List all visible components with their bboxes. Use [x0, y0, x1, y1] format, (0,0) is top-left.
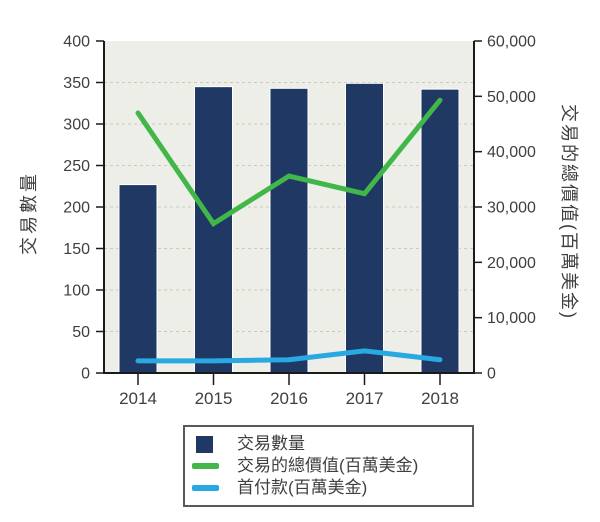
left-tick-label: 0 — [81, 366, 90, 383]
left-tick-label: 50 — [72, 324, 90, 341]
bar-2018 — [420, 88, 460, 374]
right-tick-label: 60,000 — [487, 34, 536, 51]
x-tick-label: 2015 — [195, 389, 233, 408]
bar-2014 — [118, 184, 158, 374]
down-payment-line — [135, 348, 443, 364]
legend-label: 首付款(百萬美金) — [237, 478, 368, 497]
x-tick-label: 2016 — [270, 389, 308, 408]
legend-item-down-payment: 首付款(百萬美金) — [185, 477, 472, 499]
left-tick-label: 300 — [63, 117, 90, 134]
green-line-swatch-icon — [192, 463, 219, 469]
total-value-line — [135, 97, 443, 228]
bar-2015 — [194, 86, 233, 374]
x-tick-label: 2014 — [119, 389, 157, 408]
left-tick-label: 150 — [63, 241, 90, 258]
right-tick-label: 0 — [487, 366, 496, 383]
left-axis-title: 交易數量 — [19, 171, 39, 255]
left-tick-label: 250 — [63, 158, 90, 175]
legend-label: 交易數量 — [237, 434, 305, 453]
blue-line-swatch-icon — [192, 485, 219, 491]
right-tick-label: 10,000 — [487, 310, 536, 327]
right-tick-label: 50,000 — [487, 89, 536, 106]
bar-swatch-icon — [196, 435, 213, 453]
x-tick-label: 2017 — [346, 389, 384, 408]
left-tick-label: 100 — [63, 283, 90, 300]
legend-label: 交易的總價值(百萬美金) — [237, 456, 419, 475]
right-tick-label: 20,000 — [487, 255, 536, 272]
legend-item-total-value: 交易的總價值(百萬美金) — [185, 455, 472, 477]
legend-item-transaction-count: 交易數量 — [185, 433, 472, 455]
legend-swatch-cell — [185, 435, 237, 453]
legend-swatch-cell — [185, 463, 237, 469]
right-tick-label: 30,000 — [487, 200, 536, 217]
x-tick-label: 2018 — [421, 389, 459, 408]
legend-swatch-cell — [185, 485, 237, 491]
bar-2016 — [269, 87, 309, 374]
left-tick-label: 400 — [63, 34, 90, 51]
left-tick-label: 200 — [63, 200, 90, 217]
bar-2017 — [345, 82, 384, 374]
chart-legend: 交易數量 交易的總價值(百萬美金) 首付款(百萬美金) — [183, 425, 474, 507]
right-tick-label: 40,000 — [487, 144, 536, 161]
right-axis-title: 交易的總價值(百萬美金) — [559, 104, 579, 320]
left-tick-label: 350 — [63, 75, 90, 92]
